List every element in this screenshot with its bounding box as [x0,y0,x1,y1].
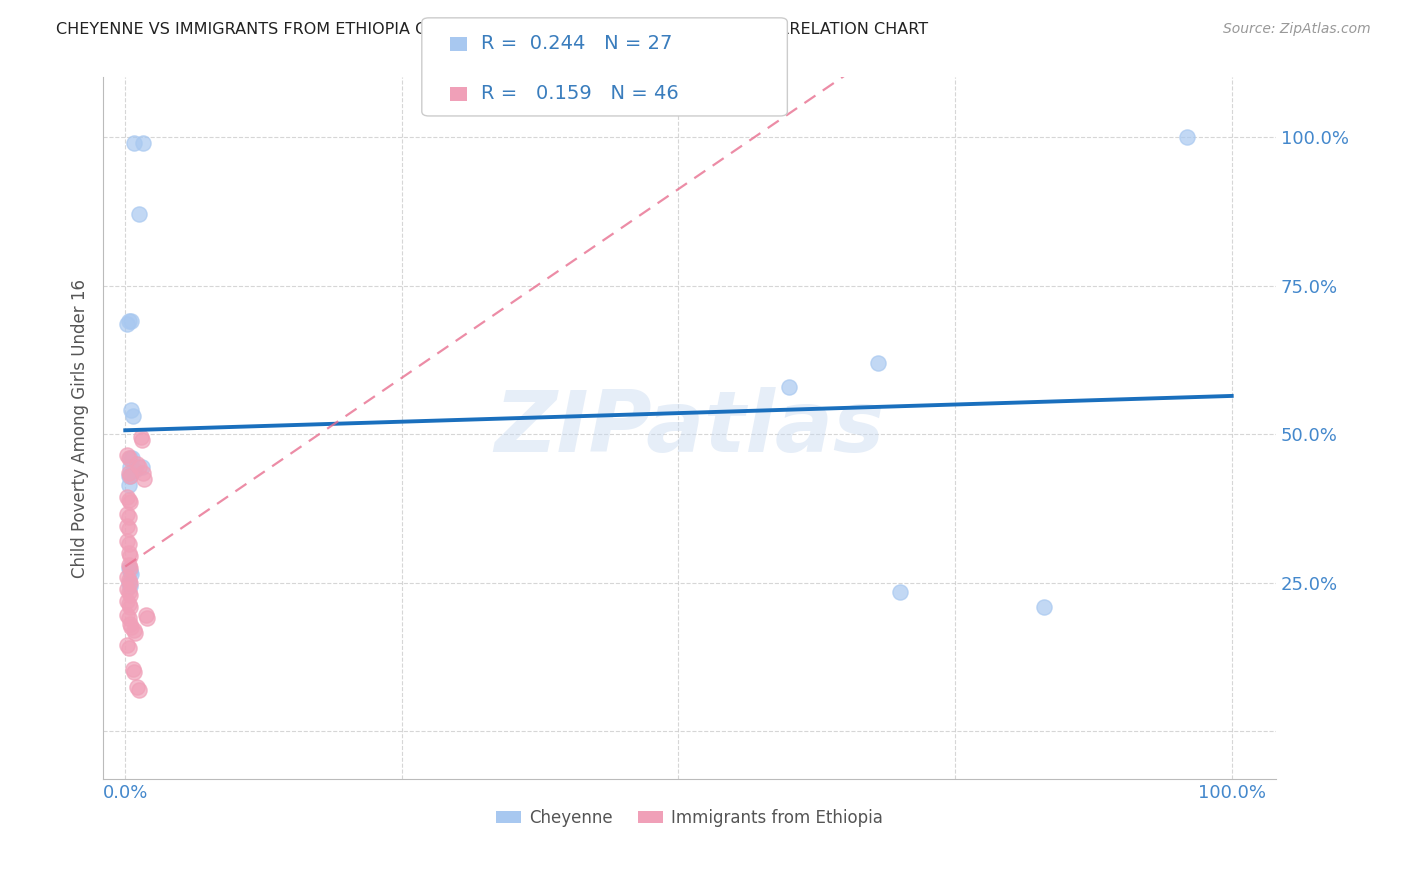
Point [128,682,150,697]
Point [117,641,139,656]
Point [118,468,141,483]
Point [118,549,141,563]
Point [118,450,141,465]
Point [117,450,139,465]
Point [117,466,139,480]
Point [117,561,139,575]
Point [117,573,139,587]
Point [135,608,157,623]
Point [117,448,139,462]
Point [117,534,139,549]
Point [122,136,145,150]
Point [129,430,152,444]
Point [117,638,139,652]
Point [121,450,143,465]
Point [117,519,139,533]
Point [118,564,141,578]
Point [120,566,142,581]
Point [122,662,145,676]
Point [866,356,889,370]
Point [128,459,150,474]
Point [117,317,139,331]
Text: Source: ZipAtlas.com: Source: ZipAtlas.com [1223,22,1371,37]
Point [118,495,141,509]
Point [136,611,159,625]
Point [1032,599,1054,614]
Point [118,468,141,483]
Point [122,665,145,679]
Point [117,582,139,596]
Point [122,624,145,638]
Point [889,584,911,599]
Point [117,546,139,560]
Point [778,379,800,393]
Text: R =   0.159   N = 46: R = 0.159 N = 46 [481,85,679,103]
Point [117,558,139,572]
Point [128,207,150,221]
Point [132,472,155,486]
Legend: Cheyenne, Immigrants from Ethiopia: Cheyenne, Immigrants from Ethiopia [489,803,890,834]
Point [117,468,139,483]
Point [117,508,139,522]
Point [118,561,141,575]
Point [132,136,155,150]
Point [117,477,139,491]
Point [131,433,153,447]
Point [117,575,139,590]
Point [120,403,142,417]
Point [132,466,155,480]
Text: CHEYENNE VS IMMIGRANTS FROM ETHIOPIA CHILD POVERTY AMONG GIRLS UNDER 16 CORRELAT: CHEYENNE VS IMMIGRANTS FROM ETHIOPIA CHI… [56,22,928,37]
Point [117,593,139,607]
Point [118,599,141,614]
Point [131,459,153,474]
Point [127,457,149,471]
Point [117,597,139,611]
Point [117,522,139,536]
Point [122,463,145,477]
Point [120,314,142,328]
Point [118,579,141,593]
Point [117,537,139,551]
Point [117,611,139,625]
Point [1177,129,1199,144]
Point [117,490,139,504]
Point [124,626,146,640]
Point [117,314,139,328]
Point [118,617,141,632]
Point [117,584,139,599]
Text: ZIPatlas: ZIPatlas [495,386,884,470]
Text: R =  0.244   N = 27: R = 0.244 N = 27 [481,35,672,54]
Point [118,459,141,474]
Point [117,510,139,524]
Point [117,608,139,623]
Point [120,620,142,634]
Point [118,575,141,590]
Point [117,492,139,507]
Y-axis label: Child Poverty Among Girls Under 16: Child Poverty Among Girls Under 16 [72,278,89,578]
Point [124,463,146,477]
Point [118,588,141,602]
Point [117,570,139,584]
Point [127,680,149,694]
Point [122,409,145,424]
